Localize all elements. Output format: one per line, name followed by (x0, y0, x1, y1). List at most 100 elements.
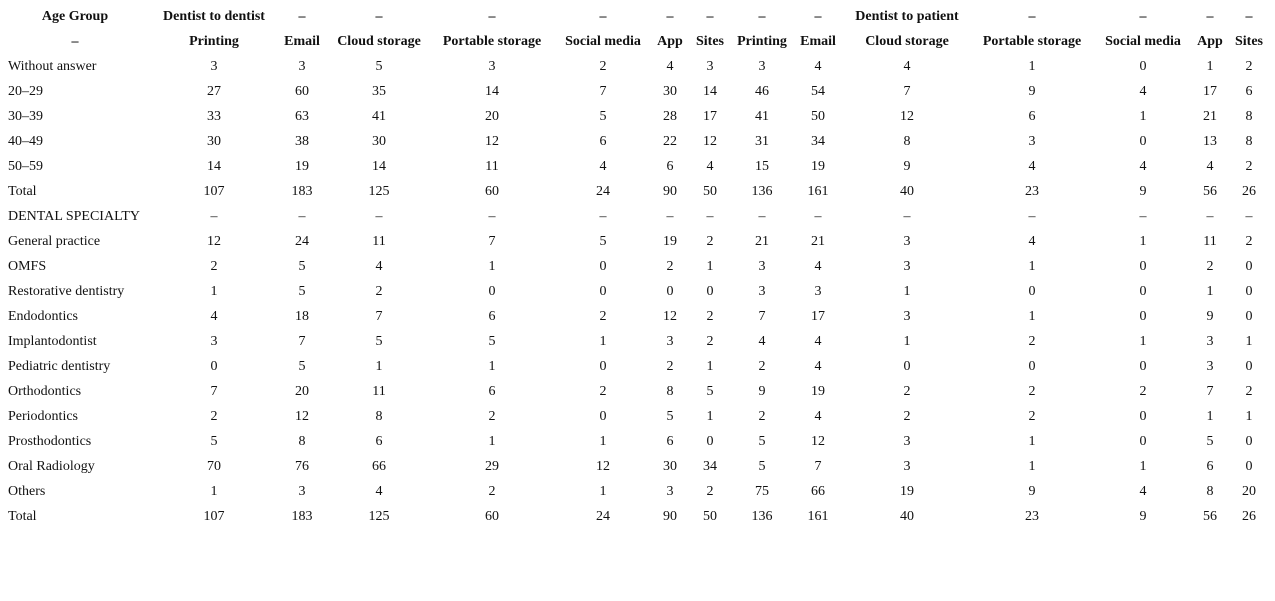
cell-value: 3 (758, 284, 766, 299)
cell-value: 3 (758, 59, 766, 74)
cell-value: 8 (666, 384, 674, 399)
cell-value: 6 (1206, 459, 1214, 474)
cell-value: 23 (1025, 184, 1039, 199)
cell-value: – (488, 209, 496, 224)
cell-value: 8 (1245, 109, 1253, 124)
row-label: Endodontics (8, 309, 78, 324)
header-cell: – (1206, 9, 1214, 24)
cell-value: 27 (207, 84, 221, 99)
cell-value: 0 (1245, 459, 1253, 474)
cell-value: 3 (814, 284, 822, 299)
cell-value: 12 (596, 459, 610, 474)
cell-value: 7 (814, 459, 822, 474)
cell-value: 3 (758, 259, 766, 274)
cell-value: 75 (755, 484, 769, 499)
cell-value: 2 (1028, 409, 1036, 424)
cell-value: – (903, 209, 911, 224)
header-cell: Email (284, 34, 320, 49)
cell-value: 56 (1203, 509, 1217, 524)
cell-value: 5 (599, 234, 607, 249)
cell-value: 2 (1245, 59, 1253, 74)
cell-value: 18 (295, 309, 309, 324)
row-label: Periodontics (8, 409, 78, 424)
cell-value: 1 (1028, 434, 1036, 449)
cell-value: 125 (368, 184, 390, 199)
cell-value: 5 (758, 459, 766, 474)
cell-value: 0 (1028, 284, 1036, 299)
cell-value: 6 (1245, 84, 1253, 99)
row-label: 50–59 (8, 159, 43, 174)
cell-value: 2 (599, 384, 607, 399)
cell-value: 8 (1206, 484, 1214, 499)
cell-value: 4 (814, 334, 822, 349)
cell-value: 76 (295, 459, 309, 474)
cell-value: – (298, 209, 306, 224)
cell-value: 1 (375, 359, 383, 374)
cell-value: 90 (663, 184, 677, 199)
cell-value: 3 (903, 234, 911, 249)
row-label: Total (8, 509, 37, 524)
cell-value: 3 (1028, 134, 1036, 149)
cell-value: 1 (1139, 234, 1147, 249)
cell-value: 161 (807, 184, 829, 199)
cell-value: 0 (1245, 259, 1253, 274)
cell-value: 2 (758, 359, 766, 374)
cell-value: 12 (900, 109, 914, 124)
cell-value: 8 (1245, 134, 1253, 149)
header-cell: – (706, 9, 714, 24)
cell-value: 3 (488, 59, 496, 74)
cell-value: 31 (755, 134, 769, 149)
cell-value: 3 (903, 259, 911, 274)
cell-value: 5 (599, 109, 607, 124)
cell-value: 29 (485, 459, 499, 474)
cell-value: 0 (1245, 434, 1253, 449)
cell-value: 0 (1245, 359, 1253, 374)
cell-value: 5 (706, 384, 714, 399)
row-label: 30–39 (8, 109, 43, 124)
cell-value: 0 (706, 284, 714, 299)
cell-value: 60 (485, 509, 499, 524)
row-label: Others (8, 484, 46, 499)
row-label: Without answer (8, 59, 97, 74)
cell-value: 3 (210, 334, 218, 349)
cell-value: 1 (488, 259, 496, 274)
row-label: 20–29 (8, 84, 43, 99)
cell-value: 3 (706, 59, 714, 74)
cell-value: 6 (375, 434, 383, 449)
cell-value: 7 (599, 84, 607, 99)
cell-value: 1 (1206, 59, 1214, 74)
cell-value: 40 (900, 184, 914, 199)
cell-value: 46 (755, 84, 769, 99)
row-label: Restorative dentistry (8, 284, 125, 299)
cell-value: 1 (488, 359, 496, 374)
cell-value: 3 (298, 59, 306, 74)
header-cell: – (1028, 9, 1036, 24)
cell-value: 9 (1139, 509, 1147, 524)
cell-value: 3 (1206, 334, 1214, 349)
cell-value: 2 (1139, 384, 1147, 399)
cell-value: 35 (372, 84, 386, 99)
cell-value: 9 (903, 159, 911, 174)
cell-value: 3 (666, 484, 674, 499)
cell-value: 6 (488, 384, 496, 399)
cell-value: – (210, 209, 218, 224)
cell-value: 0 (706, 434, 714, 449)
cell-value: 1 (1206, 284, 1214, 299)
cell-value: 4 (758, 334, 766, 349)
cell-value: 2 (1206, 259, 1214, 274)
cell-value: 15 (755, 159, 769, 174)
cell-value: 50 (703, 509, 717, 524)
cell-value: 54 (811, 84, 825, 99)
cell-value: 7 (1206, 384, 1214, 399)
cell-value: 12 (703, 134, 717, 149)
cell-value: 1 (706, 409, 714, 424)
cell-value: 1 (1139, 109, 1147, 124)
cell-value: 2 (210, 409, 218, 424)
header-cell: Email (800, 34, 836, 49)
cell-value: 14 (207, 159, 221, 174)
cell-value: 21 (755, 234, 769, 249)
cell-value: 19 (663, 234, 677, 249)
cell-value: 1 (210, 284, 218, 299)
header-cell: – (599, 9, 607, 24)
header-cell: – (298, 9, 306, 24)
